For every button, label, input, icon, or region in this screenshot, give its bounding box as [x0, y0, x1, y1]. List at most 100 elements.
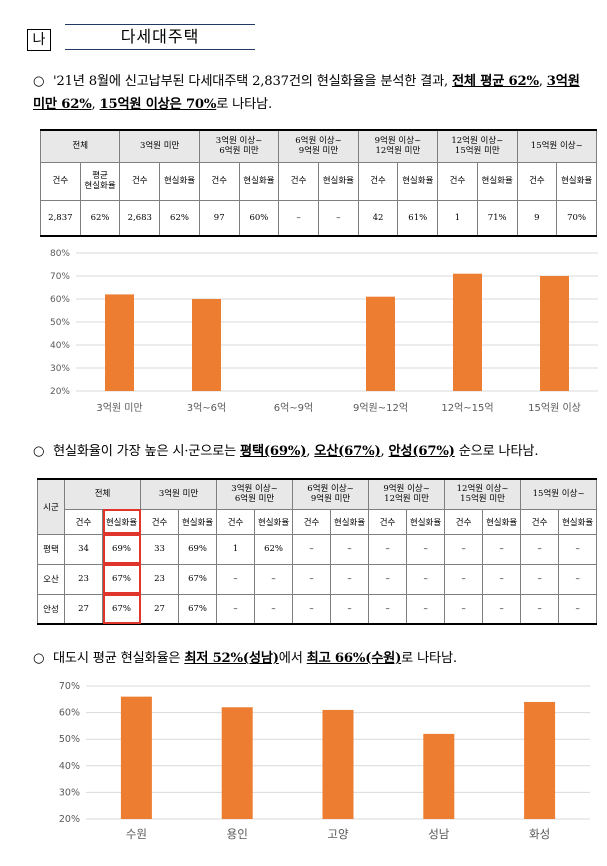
- column-group-header: 3억원 이상~ 6억원 미만: [198, 129, 280, 163]
- sub-header: 건수: [278, 161, 319, 201]
- table-cell: 62%: [159, 199, 200, 237]
- column-group-header: 3억원 미만: [119, 129, 200, 163]
- table-cell: –: [292, 593, 332, 625]
- x-category-label: 15억원 이상: [528, 402, 581, 414]
- table-cell: –: [254, 593, 294, 625]
- y-tick-label: 30%: [50, 364, 70, 374]
- sub-header: 현실화율: [178, 508, 218, 535]
- table-cell: –: [558, 593, 598, 625]
- sub-header: 현실화율: [397, 161, 439, 201]
- sub-header: 현실화율: [317, 161, 359, 201]
- bar: [540, 276, 569, 391]
- y-tick-label: 40%: [50, 341, 70, 351]
- column-group-header: 6억원 이상~ 9억원 미만: [278, 129, 359, 163]
- x-category-label: 수원: [126, 827, 147, 841]
- bullet-icon: ○: [33, 74, 45, 89]
- city-name-cell: 안성: [37, 593, 65, 625]
- table-cell: –: [520, 533, 560, 565]
- table-cell: 33: [140, 533, 180, 565]
- table-cell: –: [292, 563, 332, 595]
- y-tick-label: 80%: [50, 249, 70, 259]
- bullet-icon: ○: [33, 444, 45, 459]
- column-group-header: 6억원 이상~ 9억원 미만: [292, 478, 370, 510]
- x-category-label: 성남: [428, 827, 450, 841]
- table-cell: 67%: [101, 593, 142, 625]
- column-group-header: 9억원 이상~ 12억원 미만: [357, 129, 439, 163]
- table-cell: 9: [516, 199, 558, 237]
- y-tick-label: 20%: [50, 387, 70, 397]
- section-label: 나: [27, 29, 51, 51]
- summary-paragraph-2: ○ 현실화율이 가장 높은 시·군으로는 평택(69%), 오산(67%), 안성…: [33, 440, 603, 463]
- sub-header: 현실화율: [159, 161, 200, 201]
- sub-header: 건수: [292, 508, 332, 535]
- bar: [366, 296, 395, 391]
- sub-header: 건수: [119, 161, 161, 201]
- table-cell: –: [330, 533, 370, 565]
- table-cell: –: [406, 533, 446, 565]
- sub-header: 건수: [520, 508, 560, 535]
- y-tick-label: 70%: [59, 681, 80, 692]
- sub-header: 현실화율: [101, 508, 142, 535]
- table-cell: –: [317, 199, 359, 237]
- sub-header: 현실화율: [482, 508, 522, 535]
- sub-header: 현실화율: [330, 508, 370, 535]
- sub-header: 현실화율: [254, 508, 294, 535]
- metro-city-bar-chart: 20% 30% 40% 50% 60% 70% 수원 용인 고양 성남 화성: [59, 681, 590, 841]
- city-name-cell: 평택: [37, 533, 65, 565]
- bar: [322, 709, 354, 819]
- sub-header: 건수: [516, 161, 558, 201]
- column-group-header: 3억원 미만: [140, 478, 218, 510]
- table-cell: –: [216, 563, 256, 595]
- bullet-icon: ○: [33, 651, 45, 666]
- bar: [453, 273, 482, 391]
- table-cell: –: [292, 533, 332, 565]
- sub-header: 건수: [216, 508, 256, 535]
- sub-header: 건수: [437, 161, 478, 201]
- table-cell: 2,683: [119, 199, 161, 237]
- table-cell: 1: [437, 199, 478, 237]
- sub-header: 건수: [40, 161, 81, 201]
- table-cell: –: [482, 533, 522, 565]
- table-cell: 27: [64, 593, 103, 625]
- y-tick-label: 60%: [50, 295, 70, 305]
- y-tick-label: 30%: [59, 787, 80, 798]
- table-cell: –: [216, 593, 256, 625]
- section-title: 다세대주택: [65, 24, 255, 50]
- y-tick-label: 20%: [59, 814, 80, 825]
- table-cell: –: [558, 563, 598, 595]
- sub-header: 현실화율: [406, 508, 446, 535]
- sub-header: 건수: [198, 161, 240, 201]
- sub-header: 건수: [368, 508, 408, 535]
- sub-header: 평균 현실화율: [79, 161, 121, 201]
- column-group-header: 15억원 이상~: [516, 129, 597, 163]
- x-category-label: 고양: [327, 827, 349, 841]
- table-cell: 71%: [476, 199, 518, 237]
- table-cell: –: [406, 563, 446, 595]
- table-cell: 97: [198, 199, 240, 237]
- bar: [105, 294, 134, 391]
- table-cell: –: [368, 533, 408, 565]
- table-cell: –: [368, 593, 408, 625]
- table-cell: 67%: [178, 563, 218, 595]
- summary-paragraph-3: ○ 대도시 평균 현실화율은 최저 52%(성남)에서 최고 66%(수원)로 나…: [33, 647, 603, 670]
- table-cell: –: [254, 563, 294, 595]
- table-cell: –: [520, 593, 560, 625]
- sub-header: 건수: [444, 508, 484, 535]
- x-category-label: 3억~6억: [187, 402, 227, 414]
- table-cell: 2,837: [40, 199, 81, 237]
- sub-header: 현실화율: [238, 161, 280, 201]
- sub-header: 현실화율: [558, 508, 598, 535]
- table-cell: –: [482, 593, 522, 625]
- table-cell: 70%: [556, 199, 597, 237]
- column-group-header: 전체: [39, 129, 121, 163]
- table-cell: 60%: [238, 199, 280, 237]
- city-table: 시군 전체 3억원 미만 3억원 이상~ 6억원 미만 6억원 이상~ 9억원 미만 9억원 …: [37, 478, 598, 625]
- column-group-header: 3억원 이상~ 6억원 미만: [216, 478, 294, 510]
- sub-header: 건수: [357, 161, 399, 201]
- column-group-header: 15억원 이상~: [520, 478, 598, 510]
- table-cell: 62%: [79, 199, 121, 237]
- table-cell: –: [444, 533, 484, 565]
- sub-header: 현실화율: [556, 161, 597, 201]
- table-cell: –: [406, 593, 446, 625]
- table-cell: 61%: [397, 199, 439, 237]
